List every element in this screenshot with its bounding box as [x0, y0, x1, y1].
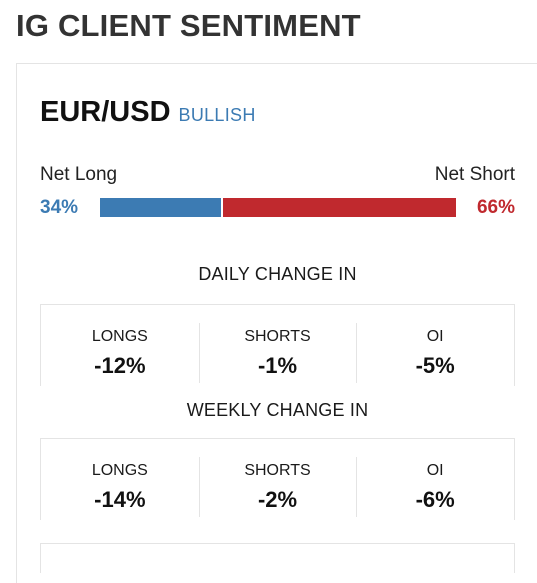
daily-oi-label: OI: [426, 328, 444, 345]
weekly-shorts-label: SHORTS: [244, 462, 311, 479]
sentiment-signal: BULLISH: [178, 105, 256, 125]
daily-shorts-value: -1%: [257, 353, 298, 378]
instrument-header: EUR/USD BULLISH: [40, 96, 256, 129]
weekly-shorts-value: -2%: [257, 487, 298, 512]
daily-shorts-label: SHORTS: [244, 328, 311, 345]
instrument-pair[interactable]: EUR/USD: [40, 96, 171, 128]
weekly-shorts: SHORTS -2%: [198, 439, 357, 520]
daily-oi-value: -5%: [415, 353, 455, 378]
daily-oi: OI -5%: [356, 305, 514, 386]
daily-longs-value: -12%: [94, 353, 146, 378]
daily-change-stats: LONGS -12% SHORTS -1% OI -5%: [40, 304, 515, 386]
net-short-percent: 66%: [476, 197, 515, 218]
sentiment-card: [16, 63, 537, 583]
daily-longs-label: LONGS: [91, 328, 148, 345]
weekly-longs-value: -14%: [94, 487, 146, 512]
net-short-label: Net Short: [434, 164, 515, 185]
sentiment-bar-long: [100, 198, 222, 217]
sentiment-bar: [100, 198, 456, 217]
weekly-oi-label: OI: [426, 462, 444, 479]
net-long-percent: 34%: [40, 197, 79, 218]
daily-longs: LONGS -12%: [41, 305, 199, 386]
daily-shorts: SHORTS -1%: [198, 305, 357, 386]
sentiment-bar-short: [223, 198, 456, 217]
weekly-change-title: WEEKLY CHANGE IN: [186, 400, 369, 420]
net-long-label: Net Long: [40, 164, 118, 185]
next-stats-box: [40, 543, 515, 573]
weekly-longs: LONGS -14%: [41, 439, 199, 520]
sentiment-bar-divider: [221, 198, 224, 217]
weekly-change-stats: LONGS -14% SHORTS -2% OI -6%: [40, 438, 515, 520]
weekly-longs-label: LONGS: [91, 462, 148, 479]
weekly-oi-value: -6%: [415, 487, 455, 512]
weekly-oi: OI -6%: [356, 439, 514, 520]
daily-change-title: DAILY CHANGE IN: [198, 264, 357, 284]
page-title: IG CLIENT SENTIMENT: [16, 8, 361, 43]
